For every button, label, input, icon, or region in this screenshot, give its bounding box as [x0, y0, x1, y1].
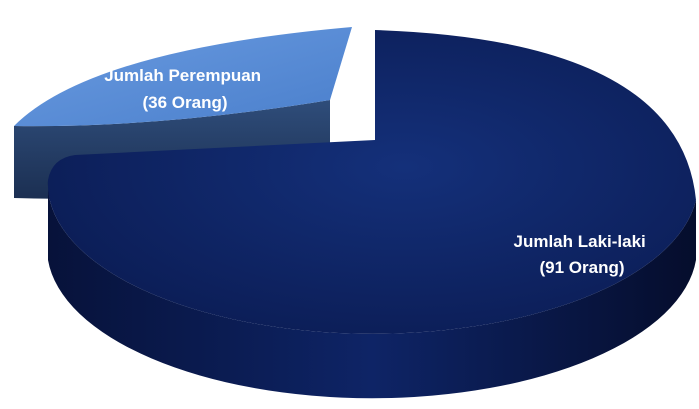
slice-laki-laki-side — [47, 180, 696, 399]
label-perempuan: Jumlah Perempuan (36 Orang) — [104, 66, 266, 112]
slice-laki-laki-top — [47, 30, 696, 334]
label-perempuan-line1: Jumlah Perempuan — [104, 66, 261, 85]
label-laki-laki: Jumlah Laki-laki (91 Orang) — [513, 232, 650, 277]
label-laki-laki-line2: (91 Orang) — [539, 258, 624, 277]
pie-slice-laki-laki — [47, 30, 696, 399]
label-laki-laki-line1: Jumlah Laki-laki — [513, 232, 645, 251]
label-perempuan-line2: (36 Orang) — [142, 93, 227, 112]
slice-perempuan-top — [14, 27, 352, 127]
